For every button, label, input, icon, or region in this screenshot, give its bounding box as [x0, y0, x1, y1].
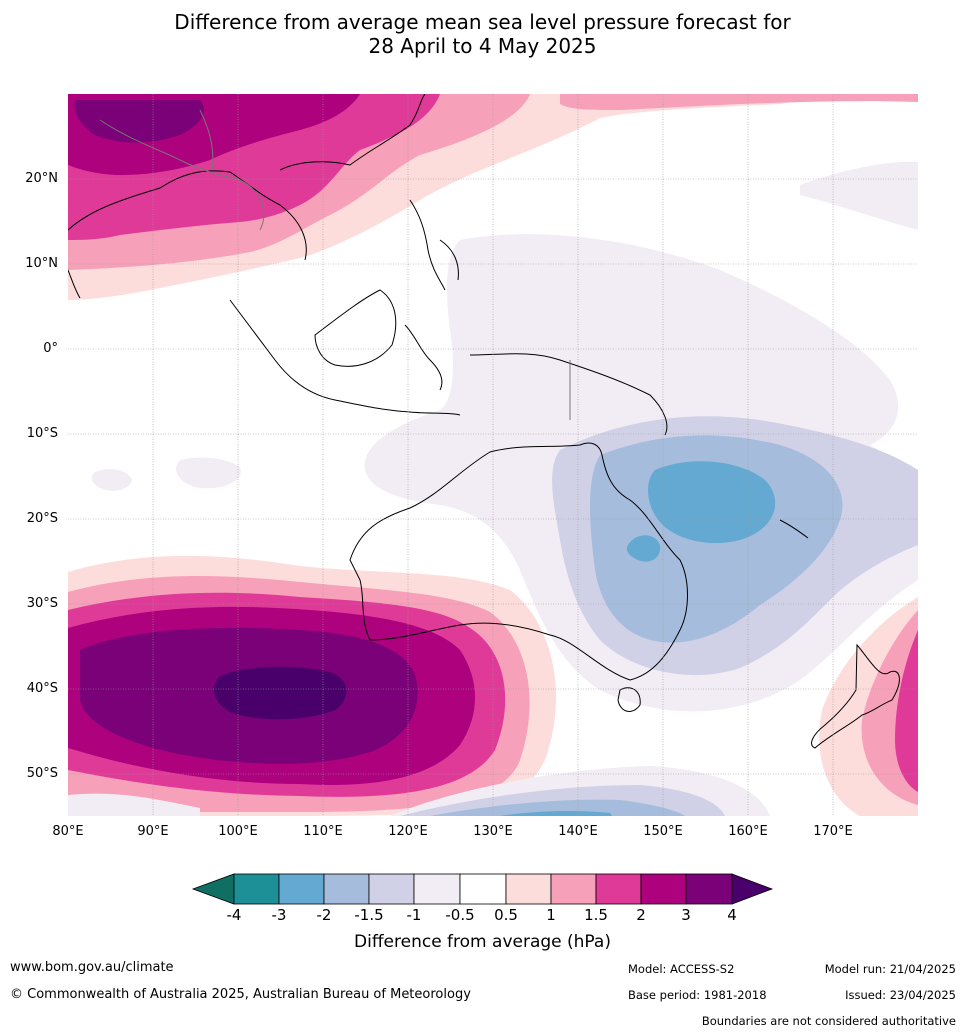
colorbar-tick: -1 [406, 906, 422, 924]
country-borders [99, 109, 571, 420]
colorbar-extend-high [731, 873, 774, 905]
colorbar-swatch [278, 873, 325, 905]
colorbar-tick: -1.5 [354, 906, 384, 924]
footer-url[interactable]: www.bom.gov.au/climate [10, 960, 174, 975]
footer-issued: Issued: 23/04/2025 [845, 988, 956, 1002]
lat-label-20s: 20°S [26, 511, 58, 526]
footer-base-period: Base period: 1981-2018 [628, 988, 767, 1002]
lon-label-170e: 170°E [813, 824, 853, 839]
colorbar-swatch [685, 873, 733, 905]
colorbar-swatch [459, 873, 507, 905]
title-line-2: 28 April to 4 May 2025 [368, 34, 597, 58]
lon-label-100e: 100°E [218, 824, 258, 839]
colorbar-tick: -2 [316, 906, 332, 924]
lat-label-50s: 50°S [26, 766, 58, 781]
lat-label-30s: 30°S [26, 596, 58, 611]
colorbar-tick: 2 [636, 906, 646, 924]
lat-label-20n: 20°N [25, 171, 58, 186]
title-line-1: Difference from average mean sea level p… [174, 10, 791, 34]
lon-label-130e: 130°E [473, 824, 513, 839]
map-area [68, 94, 918, 816]
colorbar-swatch [413, 873, 461, 905]
colorbar-tick: -3 [271, 906, 287, 924]
colorbar-tick: -4 [226, 906, 242, 924]
colorbar-tick: 3 [681, 906, 691, 924]
colorbar-title: Difference from average (hPa) [354, 932, 611, 952]
graticule [68, 94, 918, 816]
colorbar-swatch [505, 873, 552, 905]
lon-label-120e: 120°E [388, 824, 428, 839]
colorbar [191, 873, 774, 905]
lat-label-40s: 40°S [26, 681, 58, 696]
footer-model-run: Model run: 21/04/2025 [824, 962, 956, 976]
colorbar-tick: 0.5 [494, 906, 518, 924]
lon-label-80e: 80°E [52, 824, 84, 839]
footer-disclaimer: Boundaries are not considered authoritat… [701, 1014, 956, 1028]
colorbar-tick: 1 [546, 906, 556, 924]
lat-label-equator: 0° [43, 341, 58, 356]
colorbar-tick: 4 [727, 906, 737, 924]
colorbar-tick: -0.5 [445, 906, 475, 924]
low-anomaly-pacific-australia [91, 161, 918, 712]
colorbar-swatch [368, 873, 415, 905]
high-anomaly-southern-ocean [68, 555, 557, 816]
lat-label-10s: 10°S [26, 426, 58, 441]
lon-label-140e: 140°E [558, 824, 598, 839]
lon-label-90e: 90°E [137, 824, 169, 839]
low-anomaly-southern-band [68, 766, 770, 816]
colorbar-swatch [550, 873, 597, 905]
high-anomaly-new-zealand [819, 597, 918, 816]
footer-copyright: © Commonwealth of Australia 2025, Austra… [10, 987, 471, 1002]
colorbar-extend-low [191, 873, 235, 905]
high-anomaly-asia [68, 94, 918, 300]
colorbar-swatch [640, 873, 687, 905]
map-title: Difference from average mean sea level p… [0, 10, 965, 58]
colorbar-swatch [595, 873, 642, 905]
footer-model: Model: ACCESS-S2 [628, 962, 735, 976]
lat-label-10n: 10°N [25, 256, 58, 271]
colorbar-tick: 1.5 [584, 906, 608, 924]
colorbar-swatch [323, 873, 370, 905]
colorbar-swatch [233, 873, 280, 905]
coastlines [68, 94, 900, 749]
lon-label-150e: 150°E [643, 824, 683, 839]
lon-label-160e: 160°E [728, 824, 768, 839]
lon-label-110e: 110°E [303, 824, 343, 839]
